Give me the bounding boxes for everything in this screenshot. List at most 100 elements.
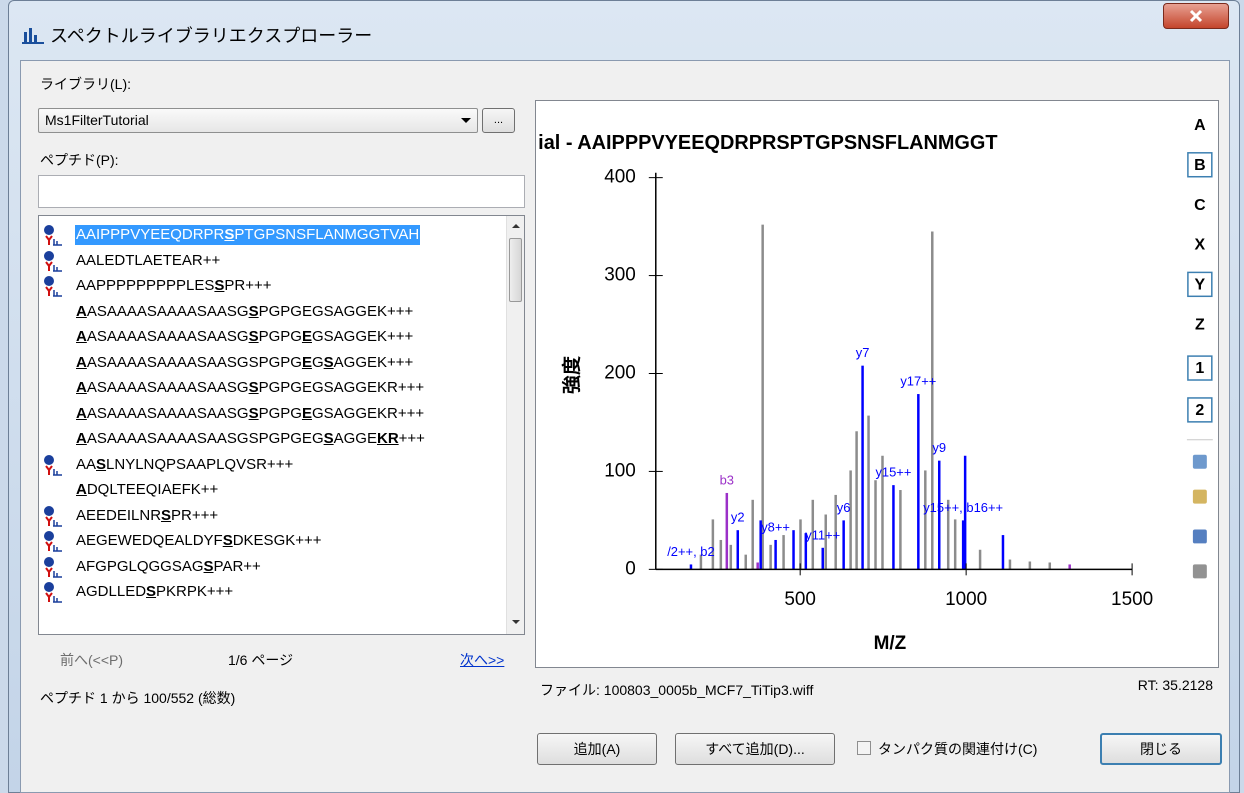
toolbar-icon[interactable] <box>1192 454 1207 469</box>
peptide-sequence: AGDLLEDSPKRPK+++ <box>75 582 234 602</box>
peak <box>751 499 754 570</box>
associate-checkbox[interactable] <box>857 741 871 755</box>
peptide-row[interactable]: AGDLLEDSPKRPK+++ <box>39 581 507 603</box>
app-icon <box>22 28 44 44</box>
phospho-icon <box>44 454 62 476</box>
peptide-filter[interactable] <box>38 175 525 208</box>
phospho-y <box>45 566 53 577</box>
phospho-dot <box>44 556 54 567</box>
y-tick-label: 300 <box>604 265 636 286</box>
scroll-up[interactable] <box>512 224 520 228</box>
peptide-row[interactable]: AASAAAASAAAASAASGSPGPGEGSAGGEK+++ <box>39 352 507 374</box>
peak-label: y6 <box>837 500 851 515</box>
phospho-y <box>45 286 53 296</box>
peak-label: /2++, b2 <box>667 544 714 559</box>
toggle-box <box>1187 152 1213 178</box>
peptide-row[interactable]: AASAAAASAAAASAASGSPGPGEGSAGGEKR+++ <box>39 377 507 399</box>
ion-toggle[interactable]: X <box>1195 237 1206 254</box>
ion-toggle[interactable]: A <box>1194 117 1206 134</box>
dropdown-arrow <box>461 118 471 123</box>
prev-page[interactable]: 前へ(<<P) <box>60 652 124 668</box>
spectrum-chart: ial - AAIPPPVYEEQDRPRSPTGPSNSFLANMGGT /2… <box>535 100 1219 668</box>
peptide-row[interactable]: AASAAAASAAAASAASGSPGPGEGSAGGEK+++ <box>39 301 507 323</box>
residues: DKESGK+++ <box>232 532 322 549</box>
phospho-bars <box>53 570 62 578</box>
residues: ASAAAASAAAASAASG <box>86 379 249 396</box>
peptide-row[interactable]: AAPPPPPPPPPLESSPR+++ <box>39 275 507 297</box>
modified-residue: S <box>146 583 157 600</box>
scrollbar[interactable] <box>506 216 524 634</box>
peptide-row[interactable]: ADQLTEEQIAEFK++ <box>39 479 507 501</box>
peak <box>792 530 795 570</box>
modified-residue: E <box>301 404 312 422</box>
residues: AEEDEILNR <box>76 506 162 524</box>
close-button[interactable]: 閉じる <box>1100 733 1222 765</box>
modified-residue: S <box>203 557 214 575</box>
residues: PGPG <box>258 328 302 345</box>
peak <box>769 544 772 570</box>
peak <box>978 549 982 570</box>
ion-toggle[interactable]: 1 <box>1195 360 1204 377</box>
phospho-dot <box>44 276 54 286</box>
peak <box>756 562 759 570</box>
modified-residue: S <box>248 379 259 396</box>
phospho-dot <box>44 225 54 235</box>
peak <box>855 431 858 570</box>
residues: AA <box>76 455 97 473</box>
peak <box>953 519 957 570</box>
peptide-sequence: AAPPPPPPPPPLESSPR+++ <box>75 276 273 296</box>
peptide-list[interactable]: AAIPPPVYEEQDRPRSPTGPSNSFLANMGGTVAH AALEDT… <box>38 215 525 635</box>
phospho-icon <box>44 505 62 527</box>
peptide-row[interactable]: AASLNYLNQPSAAPLQVSR+++ <box>39 454 507 476</box>
scroll-down[interactable] <box>512 620 520 624</box>
ion-toggle[interactable]: Y <box>1195 277 1206 294</box>
peak <box>799 519 802 570</box>
peptide-row[interactable]: AASAAAASAAAASAASGSPGPGEGSAGGEKR+++ <box>39 428 507 450</box>
peptide-row[interactable]: AALEDTLAETEAR++ <box>39 250 507 272</box>
ion-toggle[interactable]: Z <box>1195 316 1205 333</box>
add-all-button[interactable]: すべて追加(D)... <box>675 733 835 765</box>
next-page[interactable]: 次へ>> <box>460 652 505 668</box>
peptide-row[interactable]: AASAAAASAAAASAASGSPGPGEGSAGGEKR+++ <box>39 403 507 425</box>
peptide-sequence: AASAAAASAAAASAASGSPGPGEGSAGGEK+++ <box>75 302 414 322</box>
toolbar-icon[interactable] <box>1192 564 1207 579</box>
peak-label: y7 <box>856 345 870 360</box>
ion-toggle[interactable]: B <box>1194 157 1206 174</box>
peak <box>782 535 785 570</box>
peak <box>961 520 965 570</box>
modified-residue: A <box>76 379 87 396</box>
ion-toggle[interactable]: C <box>1194 197 1206 214</box>
close-window-button[interactable] <box>1163 3 1229 29</box>
peak <box>849 470 852 570</box>
peptide-row[interactable]: AASAAAASAAAASAASGSPGPGEGSAGGEK+++ <box>39 326 507 348</box>
scroll-thumb[interactable] <box>509 238 522 302</box>
modified-residue: S <box>96 455 107 473</box>
ion-toggle[interactable]: 2 <box>1195 402 1204 419</box>
residues: AGGE <box>333 430 377 447</box>
toolbar-icon[interactable] <box>1192 529 1207 544</box>
phospho-icon <box>44 556 62 578</box>
residues: AGDLLED <box>76 583 147 600</box>
modified-residue: S <box>222 532 233 549</box>
toolbar-icon[interactable] <box>1192 489 1207 504</box>
residues: PGPGEGSAGGEK+++ <box>258 302 414 320</box>
peptide-row[interactable]: AAIPPPVYEEQDRPRSPTGPSNSFLANMGGTVAH <box>39 224 507 246</box>
browse-button[interactable]: ... <box>482 108 515 133</box>
associate-label[interactable]: タンパク質の関連付け(C) <box>878 741 1038 757</box>
phospho-y <box>45 235 53 245</box>
peptide-row[interactable]: AEGEWEDQEALDYFSDKESGK+++ <box>39 530 507 552</box>
modified-residue: S <box>224 226 235 243</box>
peak <box>924 470 927 570</box>
library-combobox[interactable]: Ms1FilterTutorial <box>38 108 478 133</box>
peak <box>946 499 950 570</box>
peptide-row[interactable]: AFGPGLQGGSAGSPAR++ <box>39 556 507 578</box>
modified-residue: KR <box>376 430 399 447</box>
add-button[interactable]: 追加(A) <box>537 733 657 765</box>
peak <box>744 554 747 570</box>
peptide-row[interactable]: AEEDEILNRSPR+++ <box>39 505 507 527</box>
residues: ASAAAASAAAASAASG <box>86 404 249 422</box>
spectrum-title: ial - AAIPPPVYEEQDRPRSPTGPSNSFLANMGGT <box>538 132 997 154</box>
peptide-sequence: AASAAAASAAAASAASGSPGPGEGSAGGEK+++ <box>75 353 414 373</box>
phospho-dot <box>44 505 54 516</box>
